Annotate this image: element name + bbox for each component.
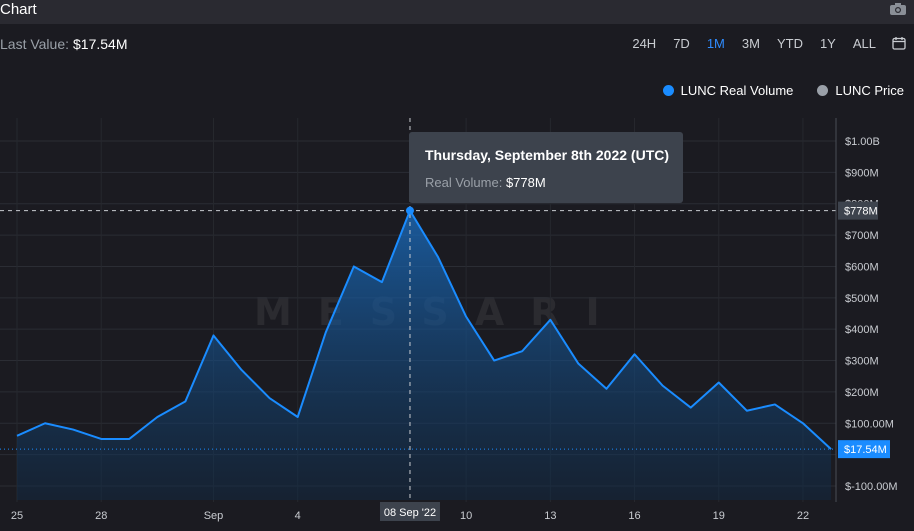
y-tick-label: $900M	[845, 167, 879, 179]
range-all[interactable]: ALL	[852, 36, 876, 51]
crosshair-x-tag	[379, 502, 440, 521]
chart-title: Chart	[0, 1, 37, 18]
x-tick-label: 19	[713, 510, 725, 522]
x-tick-label: 4	[295, 510, 301, 522]
range-7d[interactable]: 7D	[673, 36, 690, 51]
legend-dot-price	[817, 85, 829, 96]
range-1y[interactable]: 1Y	[819, 36, 836, 51]
crosshair-marker	[405, 206, 414, 215]
x-tick-label: 28	[95, 510, 107, 522]
x-tick-label: 16	[628, 510, 640, 522]
crosshair-y-tag	[838, 201, 878, 220]
tooltip-value: $778M	[505, 175, 546, 190]
crosshair-x-label: 08 Sep '22	[384, 507, 436, 519]
y-tick-label: $-100.00M	[845, 481, 898, 493]
last-value-amount: $17.54M	[73, 36, 128, 52]
y-tick-label: $1.00B	[845, 136, 880, 148]
tooltip-date: Thursday, September 8th 2022 (UTC)	[425, 147, 670, 163]
calendar-icon[interactable]	[892, 36, 906, 50]
x-tick-label: 13	[544, 510, 556, 522]
legend-label-price: LUNC Price	[835, 83, 904, 98]
x-tick-label: 25	[11, 510, 23, 522]
range-1m[interactable]: 1M	[706, 36, 725, 51]
y-tick-label: $700M	[845, 230, 879, 242]
camera-icon[interactable]	[890, 3, 906, 15]
y-tick-label: $300M	[845, 356, 879, 368]
y-tick-label: $400M	[845, 324, 879, 336]
chart-legend: LUNC Real Volume LUNC Price	[639, 83, 904, 98]
y-tick-label: $500M	[845, 293, 879, 305]
y-tick-label: $600M	[845, 261, 879, 273]
crosshair-y-label: $778M	[844, 206, 878, 218]
chart-tooltip: Thursday, September 8th 2022 (UTC) Real …	[409, 132, 683, 203]
volume-series-line[interactable]	[16, 209, 832, 450]
y-tick-label: $200M	[845, 387, 879, 399]
chart-header: Chart	[0, 0, 914, 24]
tooltip-label: Real Volume:	[425, 175, 503, 190]
legend-item-real-volume[interactable]: LUNC Real Volume	[662, 83, 794, 98]
range-3m[interactable]: 3M	[741, 36, 760, 51]
volume-area-fill	[17, 210, 832, 501]
legend-item-price[interactable]: LUNC Price	[817, 83, 904, 98]
legend-dot-real-volume	[662, 85, 674, 96]
last-value-label: Last Value:	[0, 36, 70, 52]
legend-label-real-volume: LUNC Real Volume	[680, 83, 794, 98]
last-value-tag	[838, 440, 890, 459]
range-24h[interactable]: 24H	[632, 36, 657, 51]
last-value-tag-label: $17.54M	[844, 444, 887, 456]
x-tick-label: Sep	[204, 510, 224, 522]
tooltip-value-line: Real Volume: $778M	[425, 175, 546, 190]
x-tick-label: 22	[797, 510, 809, 522]
last-value-summary: Last Value: $17.54M	[0, 36, 128, 52]
y-tick-label: $100.00M	[845, 418, 894, 430]
range-ytd[interactable]: YTD	[776, 36, 803, 51]
time-range-selector: 24H 7D 1M 3M YTD 1Y ALL	[615, 36, 876, 51]
x-tick-label: 10	[460, 510, 472, 522]
